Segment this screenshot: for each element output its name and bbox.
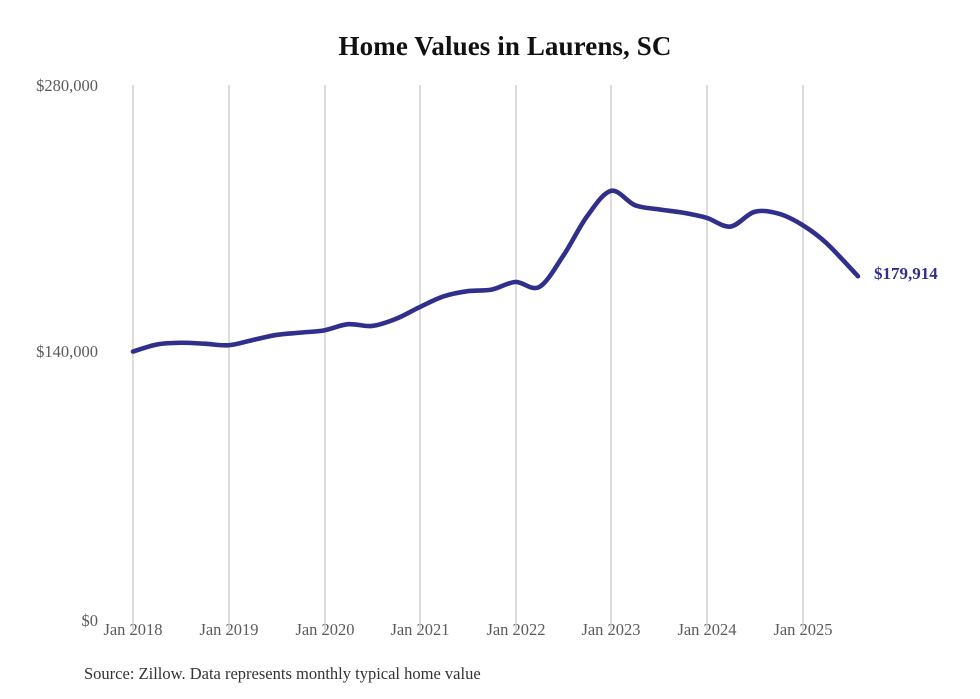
end-value-label: $179,914 (873, 264, 938, 284)
y-axis-tick-label-mid: $140,000 (36, 342, 98, 361)
y-axis-tick-label-zero: $0 (81, 611, 99, 630)
series-line-typical-home-value (130, 188, 861, 354)
y-axis-tick-label-top: $280,000 (36, 76, 98, 95)
gridlines-group (132, 85, 804, 630)
chart-title: Home Values in Laurens, SC (338, 31, 672, 61)
source-note: Source: Zillow. Data represents monthly … (84, 664, 481, 683)
